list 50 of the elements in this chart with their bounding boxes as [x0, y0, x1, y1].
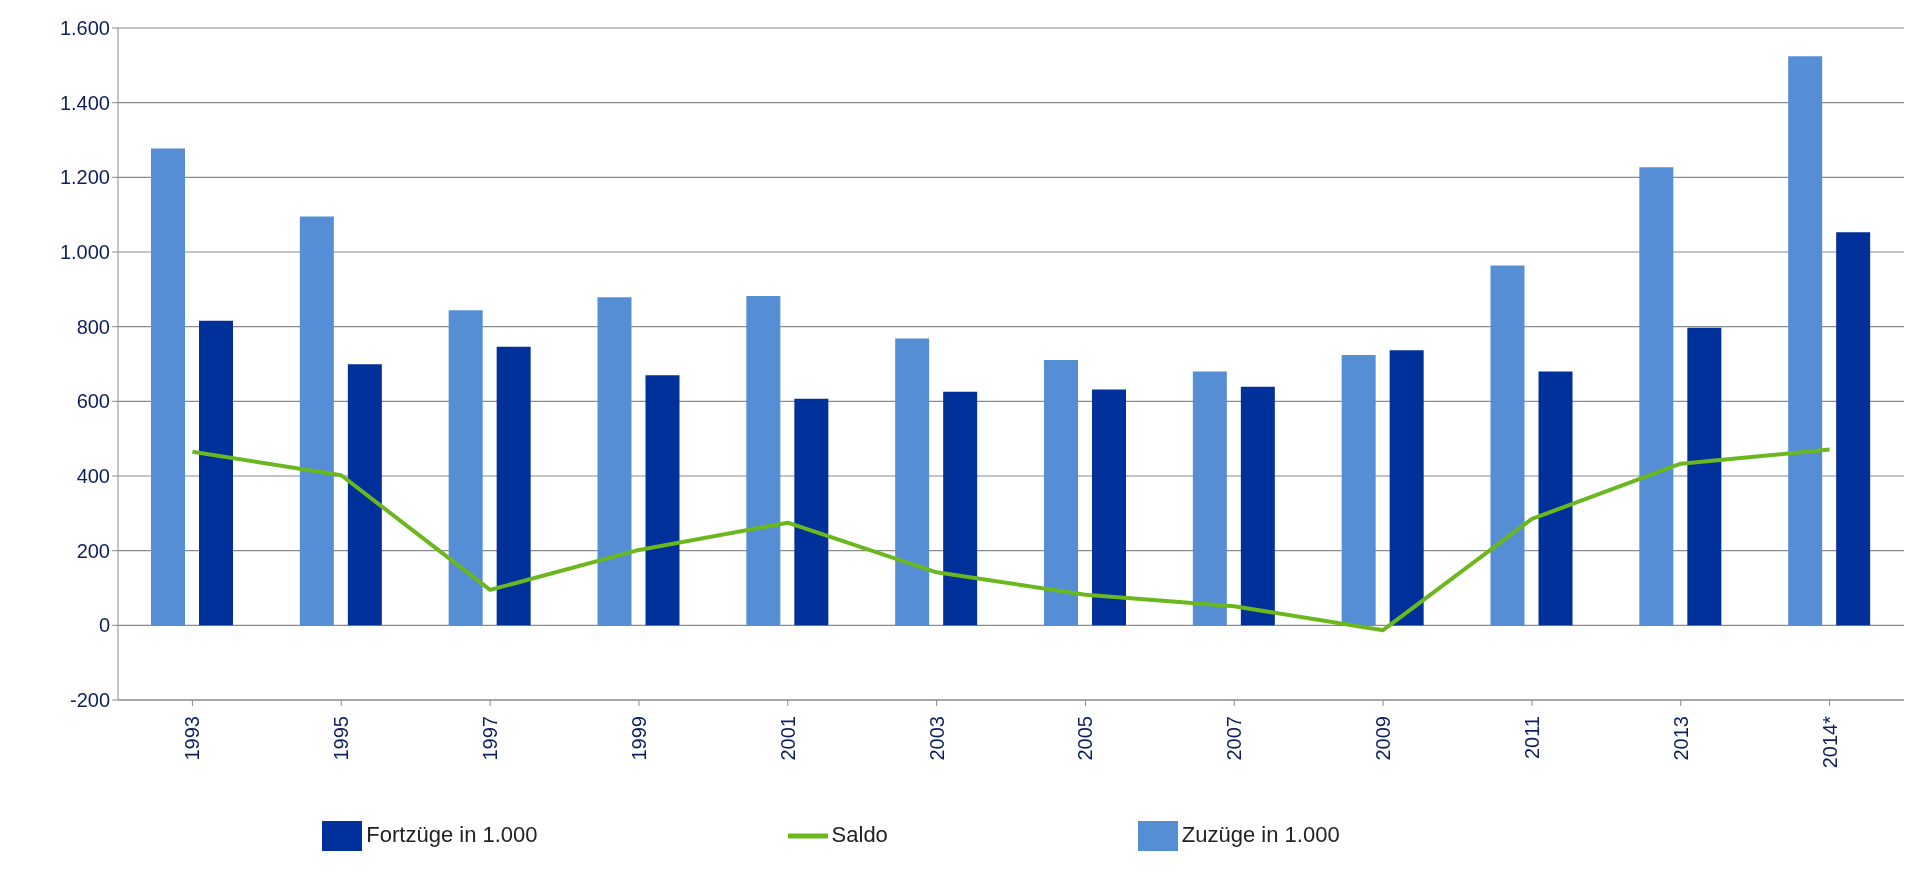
bar [1240, 386, 1275, 626]
bar [299, 216, 334, 626]
bar [597, 297, 632, 626]
x-tick-label: 2005 [1074, 716, 1097, 761]
bar [1389, 350, 1424, 626]
x-tick-label: 2007 [1223, 716, 1246, 761]
bar [746, 296, 781, 626]
y-tick-label: 200 [76, 539, 110, 562]
y-tick-label: 1.600 [59, 17, 110, 40]
bar [1687, 327, 1722, 626]
bar [645, 375, 680, 626]
y-tick-label: 0 [98, 614, 110, 637]
bar [1836, 232, 1871, 626]
legend-label: Fortzüge in 1.000 [366, 821, 538, 847]
bar [496, 346, 531, 626]
x-tick-label: 1995 [330, 716, 353, 761]
bar [1538, 371, 1573, 626]
x-tick-label: 2014* [1818, 715, 1841, 769]
legend-label: Saldo [831, 821, 888, 847]
x-tick-label: 1999 [627, 716, 650, 761]
y-tick-label: 400 [76, 465, 110, 488]
bar [1092, 389, 1126, 626]
x-tick-label: 1993 [181, 716, 204, 761]
x-tick-label: 2013 [1669, 716, 1692, 761]
y-tick-label: 1.200 [59, 166, 110, 189]
bar [1788, 56, 1823, 626]
bar [1639, 167, 1674, 626]
y-tick-label: 600 [76, 390, 110, 413]
x-tick-label: 2003 [925, 716, 948, 761]
x-tick-label: 2001 [776, 716, 799, 761]
bar [794, 398, 829, 626]
y-tick-label: 800 [76, 315, 110, 338]
bar [1192, 371, 1227, 626]
bar [1341, 355, 1376, 626]
x-tick-label: 1997 [479, 716, 502, 761]
bar [895, 338, 930, 626]
x-tick-label: 2009 [1372, 716, 1395, 761]
bar [1044, 359, 1078, 626]
legend-label: Zuzüge in 1.000 [1181, 821, 1340, 847]
bar [347, 364, 382, 626]
x-tick-label: 2011 [1520, 716, 1543, 760]
y-tick-label: -200 [69, 689, 110, 712]
bar [943, 391, 978, 626]
bar [199, 320, 233, 626]
y-tick-label: 1.000 [59, 241, 110, 264]
bar [1490, 265, 1525, 626]
bar [151, 148, 185, 626]
y-tick-label: 1.400 [59, 91, 110, 114]
bar [448, 310, 483, 626]
line-series [190, 447, 1832, 633]
